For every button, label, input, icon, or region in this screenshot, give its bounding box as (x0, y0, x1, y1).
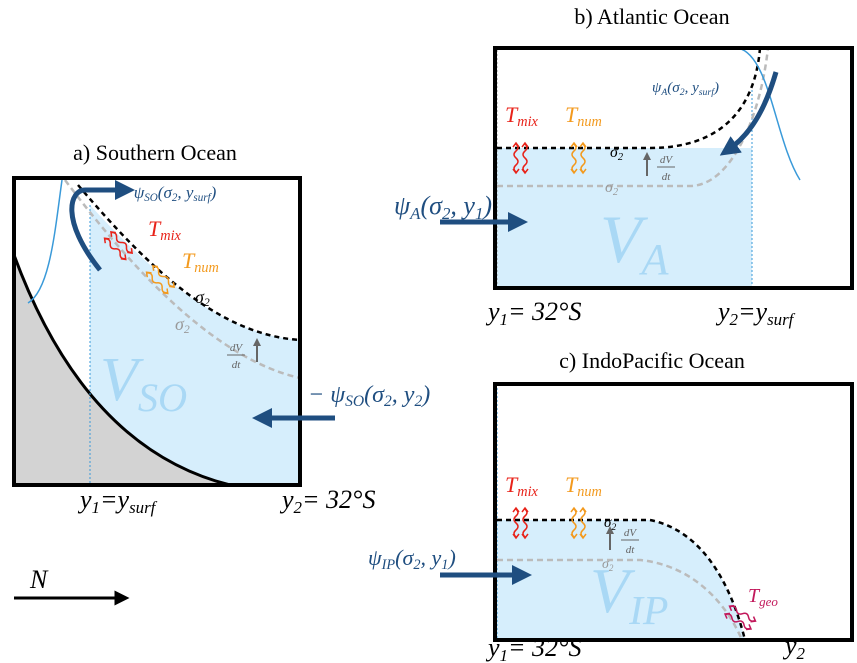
dvdt-num: dV (230, 342, 244, 354)
y1-label: y1=ysurf (77, 485, 158, 517)
psi-label: − ψSO(σ2, y2) (308, 382, 430, 410)
text-part: (σ (395, 545, 414, 570)
subscript: 1 (92, 498, 100, 517)
text-part: ψ (368, 545, 382, 570)
text-part: y (715, 297, 730, 326)
subscript: 2 (204, 296, 210, 309)
panel-title: c) IndoPacific Ocean (559, 348, 745, 373)
subscript: 2 (414, 393, 422, 410)
sigma-label: σ2 (195, 287, 210, 309)
surface-line (28, 180, 62, 303)
text-part: , y (392, 382, 415, 408)
text-part: = 32°S (302, 485, 375, 514)
panel-atlantic-ocean: b) Atlantic Ocean ψA(σ2, ysurf) Tmix Tnu… (394, 4, 852, 329)
subscript: surf (767, 310, 796, 329)
panel-southern-ocean: a) Southern Ocean − ψSO(σ2, ysurf) Tmix … (14, 140, 430, 517)
psi-label: − ψSO(σ2, ysurf) (118, 183, 217, 204)
text-part: − ψ (118, 183, 145, 202)
text-part: ) (446, 545, 455, 570)
text-part: y (782, 631, 797, 660)
text-part: =y (738, 297, 768, 326)
text-part: y (279, 485, 294, 514)
subscript: 1 (500, 646, 508, 663)
text-part: y (485, 297, 500, 326)
text-part: y (77, 485, 92, 514)
text-part: = 32°S (508, 633, 581, 662)
panel-title: a) Southern Ocean (73, 140, 237, 165)
y1-label: y1= 32°S (485, 297, 581, 329)
t-num-label: Tnum (565, 102, 602, 130)
y2-label: y2 (782, 631, 806, 663)
t-num-label: Tnum (565, 472, 602, 500)
text-part: = 32°S (508, 297, 581, 326)
t-geo-label: Tgeo (748, 585, 778, 609)
text-part: , y (450, 191, 475, 220)
subscript: IP (628, 587, 668, 633)
subscript: A (409, 204, 421, 223)
text-part: (σ (158, 183, 173, 202)
text-part: ) (481, 191, 492, 220)
text-part: y (485, 633, 500, 662)
subscript: IP (381, 557, 396, 573)
text-part: , y (685, 80, 700, 96)
subscript: 2 (797, 644, 806, 663)
subscript: 1 (441, 557, 448, 573)
diagram: a) Southern Ocean − ψSO(σ2, ysurf) Tmix … (0, 0, 857, 663)
subscript: 2 (413, 557, 420, 573)
subscript: SO (144, 192, 158, 204)
psi-label: ψA(σ2, ysurf) (652, 80, 719, 98)
subscript: 2 (618, 152, 623, 163)
t-num-label: Tnum (182, 248, 219, 276)
y1-label: y1= 32°S (485, 633, 581, 663)
text-part: ) (210, 183, 217, 202)
subscript: 2 (611, 522, 616, 533)
isopycnal (497, 48, 760, 148)
y2-label: y2= 32°S (279, 485, 375, 517)
panel-indopacific-ocean: c) IndoPacific Ocean Tmix Tnum Tgeo σ2 σ… (368, 348, 852, 663)
text-part: (σ (667, 80, 680, 96)
panel-title: b) Atlantic Ocean (574, 4, 729, 29)
t-mix-label: Tmix (505, 102, 539, 130)
dvdt-den: dt (662, 171, 672, 183)
subscript: A (639, 235, 670, 284)
subscript: SO (138, 375, 187, 420)
subscript: mix (517, 484, 538, 500)
subscript: 2 (613, 187, 618, 198)
subscript: num (194, 260, 219, 276)
subscript: surf (699, 87, 715, 98)
subscript: mix (517, 114, 538, 130)
psi-label: ψIP(σ2, y1) (368, 545, 456, 573)
subscript: A (660, 87, 667, 98)
text-part: ) (713, 80, 719, 96)
subscript: num (577, 114, 602, 130)
subscript: 2 (384, 393, 392, 410)
text-part: =y (100, 485, 130, 514)
text-part: − ψ (308, 382, 346, 408)
sigma-label: σ2 (610, 144, 623, 163)
subscript: 1 (500, 310, 508, 329)
subscript: 2 (184, 323, 190, 336)
text-part: ) (420, 382, 430, 408)
subscript: num (577, 484, 602, 500)
text-part: (σ (420, 191, 443, 220)
text-part: , y (177, 183, 194, 202)
text-part: , y (421, 545, 442, 570)
north-label: N (29, 565, 49, 594)
dvdt-den: dt (232, 359, 242, 371)
t-mix-label: Tmix (505, 472, 539, 500)
dvdt-num: dV (660, 154, 674, 166)
t-mix-label: Tmix (148, 216, 182, 244)
text-part: ψ (394, 191, 411, 220)
y2-label: y2=ysurf (715, 297, 796, 329)
subscript: surf (129, 498, 158, 517)
psi-label: ψA(σ2, y1) (394, 191, 492, 223)
subscript: SO (345, 393, 364, 410)
subscript: 1 (475, 204, 483, 223)
dvdt-num: dV (624, 527, 638, 539)
subscript: mix (160, 228, 181, 244)
text-part: (σ (364, 382, 385, 408)
subscript: geo (759, 594, 778, 609)
